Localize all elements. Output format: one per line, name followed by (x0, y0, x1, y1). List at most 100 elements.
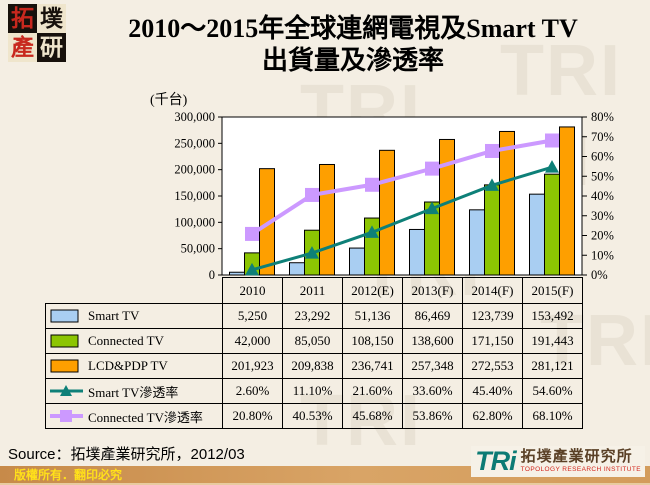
right-axis-label: 70% (591, 130, 614, 144)
tri-logo-acronym: TRi (475, 446, 516, 476)
bar-LCD&PDP TV (499, 130, 515, 276)
legend-line-Connected TV滲透率 (50, 410, 83, 422)
value-cell: 5,250 (222, 303, 283, 329)
marker-triangle (365, 225, 379, 238)
value-cell: 40.53% (282, 403, 343, 429)
left-axis-label: 150,000 (174, 189, 215, 203)
page-title: 2010～2015年全球連網電視及Smart TV 出貨量及滲透率 (70, 13, 636, 77)
bar-Smart TV (409, 228, 425, 276)
value-cell: 272,553 (462, 353, 523, 379)
seal-char: 拓 (8, 4, 37, 33)
bar-LCD&PDP TV (559, 126, 575, 276)
series-label-cell: Connected TV (45, 328, 223, 354)
page-title-line1: 2010～2015年全球連網電視及Smart TV (128, 14, 578, 43)
right-axis-label: 40% (591, 189, 614, 203)
series-label-cell: Connected TV滲透率 (45, 403, 223, 429)
right-axis-label: 60% (591, 150, 614, 164)
bar-Smart TV (469, 209, 485, 276)
bar-Connected TV (484, 184, 500, 276)
left-axis-label: 300,000 (174, 110, 215, 124)
page-title-line2: 出貨量及滲透率 (261, 46, 444, 75)
value-cell: 33.60% (402, 378, 463, 404)
marker-square (365, 177, 379, 192)
series-label-cell: LCD&PDP TV (45, 353, 223, 379)
value-cell: 153,492 (522, 303, 583, 329)
left-axis-label: 250,000 (174, 136, 215, 150)
value-cell: 51,136 (342, 303, 403, 329)
table-row: LCD&PDP TV 201,923 209,838 236,741 257,348 27… (45, 353, 583, 379)
chart-data-table: 2010 2011 2012(E) 2013(F) 2014(F) 2015(F) Smar… (45, 277, 583, 429)
series-name: Smart TV滲透率 (88, 384, 179, 400)
bar-Smart TV (229, 271, 245, 276)
seal-char: 研 (37, 33, 66, 62)
legend-swatch-LCD&PDP TV (50, 359, 79, 373)
year-header-cell: 2011 (282, 277, 343, 304)
value-cell: 20.80% (222, 403, 283, 429)
value-cell: 23,292 (282, 303, 343, 329)
year-header-cell: 2015(F) (522, 277, 583, 304)
value-cell: 45.40% (462, 378, 523, 404)
value-cell: 42,000 (222, 328, 283, 354)
year-header-cell: 2012(E) (342, 277, 403, 304)
topology-seal-logo: 拓 墣 產 研 (8, 4, 66, 62)
value-cell: 123,739 (462, 303, 523, 329)
left-axis-label: 0 (209, 268, 215, 280)
value-cell: 138,600 (402, 328, 463, 354)
bar-Smart TV (289, 262, 305, 276)
bar-LCD&PDP TV (319, 163, 335, 276)
right-axis-label: 80% (591, 110, 614, 124)
marker-square (425, 161, 439, 176)
table-row: Smart TV 5,250 23,292 51,136 86,469 123,739 15… (45, 303, 583, 329)
plot-area (221, 116, 583, 276)
value-cell: 209,838 (282, 353, 343, 379)
value-cell: 2.60% (222, 378, 283, 404)
right-axis-label: 10% (591, 248, 614, 262)
bar-Smart TV (529, 193, 545, 276)
legend-swatch-Smart TV (50, 309, 79, 323)
combo-chart: (千台) 0 50,000 100,000 150,000 200,000 250,000 3… (140, 88, 650, 285)
seal-char: 產 (8, 33, 37, 62)
marker-triangle (425, 201, 439, 215)
value-cell: 86,469 (402, 303, 463, 329)
table-row: Connected TV滲透率 20.80% 40.53% 45.68% 53.86% 6… (45, 403, 583, 429)
marker-triangle (545, 160, 559, 173)
marker-square (305, 187, 319, 202)
bar-Connected TV (544, 173, 560, 276)
value-cell: 201,923 (222, 353, 283, 379)
right-axis-label: 20% (591, 229, 614, 243)
value-cell: 21.60% (342, 378, 403, 404)
marker-triangle (485, 178, 499, 191)
year-header-cell: 2010 (222, 277, 283, 304)
left-axis-label: 100,000 (174, 215, 215, 229)
value-cell: 85,050 (282, 328, 343, 354)
bar-LCD&PDP TV (439, 138, 455, 276)
value-cell: 191,443 (522, 328, 583, 354)
unit-label: (千台) (150, 92, 188, 108)
tri-logo: TRi 拓墣產業研究所 TOPOLOGY RESEARCH INSTITUTE (471, 446, 645, 477)
value-cell: 236,741 (342, 353, 403, 379)
series-name: Connected TV (88, 333, 164, 348)
line-Smart TV滲透率 (251, 165, 553, 272)
value-cell: 68.10% (522, 403, 583, 429)
table-header-row: 2010 2011 2012(E) 2013(F) 2014(F) 2015(F) (46, 277, 583, 304)
source-line: Source：拓墣產業研究所，2012/03 (8, 446, 245, 463)
value-cell: 54.60% (522, 378, 583, 404)
right-axis-label: 0% (591, 268, 608, 280)
value-cell: 45.68% (342, 403, 403, 429)
series-name: LCD&PDP TV (88, 358, 168, 373)
line-Connected TV滲透率 (250, 138, 553, 236)
value-cell: 171,150 (462, 328, 523, 354)
marker-square (245, 226, 259, 241)
marker-square (545, 133, 559, 148)
legend-line-Smart TV滲透率 (50, 385, 83, 396)
value-cell: 108,150 (342, 328, 403, 354)
right-axis-label: 50% (591, 169, 614, 183)
year-header-cell: 2014(F) (462, 277, 523, 304)
value-cell: 281,121 (522, 353, 583, 379)
marker-square (485, 143, 499, 158)
tri-logo-chinese-name: 拓墣產業研究所 (520, 448, 633, 465)
seal-char: 墣 (37, 4, 66, 33)
table-row: Smart TV滲透率 2.60% 11.10% 21.60% 33.60% 45.40%… (45, 378, 583, 404)
value-cell: 257,348 (402, 353, 463, 379)
